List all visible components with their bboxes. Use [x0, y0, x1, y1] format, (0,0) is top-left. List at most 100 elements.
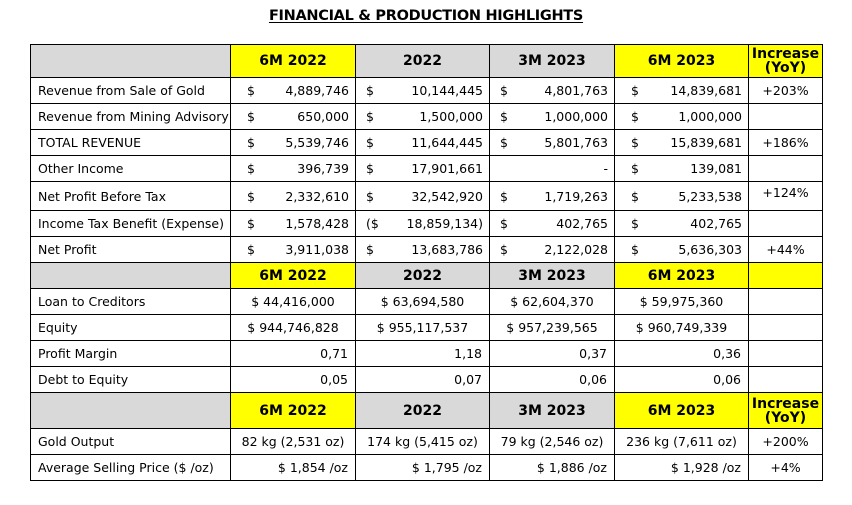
- cell-3m-2023: $ 62,604,370: [489, 288, 615, 315]
- header-6m-2022: 6M 2022: [230, 262, 356, 289]
- cell-2022: ($ 18,859,134): [355, 210, 490, 237]
- cell-6m-2023: $14,839,681: [614, 77, 749, 104]
- header-6m-2022: 6M 2022: [230, 44, 356, 78]
- cell-6m-2022: 0,71: [230, 340, 356, 367]
- row-label: Net Profit Before Tax: [30, 181, 231, 211]
- cell-6m-2023: $5,233,538: [614, 181, 749, 211]
- cell-3m-2023: $1,000,000: [489, 103, 615, 130]
- cell-6m-2023: $ 1,928 /oz: [614, 454, 749, 481]
- header-3m-2023: 3M 2023: [489, 262, 615, 289]
- cell-6m-2023: $ 59,975,360: [614, 288, 749, 315]
- cell-6m-2022: 82 kg (2,531 oz): [230, 428, 356, 455]
- header-2022: 2022: [355, 392, 490, 429]
- cell-3m-2023: 79 kg (2,546 oz): [489, 428, 615, 455]
- cell-6m-2022: $650,000: [230, 103, 356, 130]
- row-label: Revenue from Sale of Gold: [30, 77, 231, 104]
- header-6m-2023: 6M 2023: [614, 262, 749, 289]
- cell-increase: [748, 210, 823, 237]
- header-3m-2023: 3M 2023: [489, 392, 615, 429]
- balance-header-row: 6M 2022 2022 3M 2023 6M 2023: [30, 262, 823, 289]
- cell-increase: +4%: [748, 454, 823, 481]
- row-label: Gold Output: [30, 428, 231, 455]
- cell-6m-2023: $15,839,681: [614, 129, 749, 156]
- cell-2022: $17,901,661: [355, 155, 490, 182]
- cell-increase: [748, 314, 823, 341]
- header-blank: [30, 262, 231, 289]
- table-row: Equity $ 944,746,828 $ 955,117,537 $ 957…: [30, 314, 823, 341]
- cell-6m-2023: $ 960,749,339: [614, 314, 749, 341]
- cell-increase: [748, 288, 823, 315]
- cell-2022: $ 63,694,580: [355, 288, 490, 315]
- cell-increase: +186%: [748, 129, 823, 156]
- table-row: Net Profit $3,911,038 $13,683,786 $2,122…: [30, 236, 823, 263]
- row-label: TOTAL REVENUE: [30, 129, 231, 156]
- header-2022: 2022: [355, 262, 490, 289]
- cell-3m-2023: -: [489, 155, 615, 182]
- table-row: TOTAL REVENUE $5,539,746 $11,644,445 $5,…: [30, 129, 823, 156]
- table-row: Loan to Creditors $ 44,416,000 $ 63,694,…: [30, 288, 823, 315]
- cell-3m-2023: $402,765: [489, 210, 615, 237]
- row-label: Revenue from Mining Advisory: [30, 103, 231, 130]
- cell-2022: 0,07: [355, 366, 490, 393]
- cell-6m-2023: 236 kg (7,611 oz): [614, 428, 749, 455]
- row-label: Net Profit: [30, 236, 231, 263]
- cell-increase: [748, 155, 823, 182]
- financial-header-row: 6M 2022 2022 3M 2023 6M 2023 Increase (Y…: [30, 44, 823, 78]
- cell-6m-2022: $ 1,854 /oz: [230, 454, 356, 481]
- cell-increase: +44%: [748, 236, 823, 263]
- cell-6m-2022: $ 44,416,000: [230, 288, 356, 315]
- cell-2022: 174 kg (5,415 oz): [355, 428, 490, 455]
- header-3m-2023: 3M 2023: [489, 44, 615, 78]
- header-blank: [30, 44, 231, 78]
- row-label: Profit Margin: [30, 340, 231, 367]
- cell-2022: $10,144,445: [355, 77, 490, 104]
- cell-2022: $1,500,000: [355, 103, 490, 130]
- header-increase: Increase (YoY): [748, 44, 823, 78]
- table-row: Gold Output 82 kg (2,531 oz) 174 kg (5,4…: [30, 428, 823, 455]
- table-row: Average Selling Price ($ /oz) $ 1,854 /o…: [30, 454, 823, 481]
- header-increase: Increase (YoY): [748, 392, 823, 429]
- table-row: Revenue from Sale of Gold $4,889,746 $10…: [30, 77, 823, 104]
- header-6m-2023: 6M 2023: [614, 44, 749, 78]
- table-row: Net Profit Before Tax $2,332,610 $32,542…: [30, 181, 823, 211]
- cell-6m-2023: 0,36: [614, 340, 749, 367]
- page-title: FINANCIAL & PRODUCTION HIGHLIGHTS: [268, 8, 584, 24]
- cell-increase: +124%: [748, 181, 823, 211]
- cell-2022: $13,683,786: [355, 236, 490, 263]
- row-label: Loan to Creditors: [30, 288, 231, 315]
- table-row: Other Income $396,739 $17,901,661 - $139…: [30, 155, 823, 182]
- cell-3m-2023: $1,719,263: [489, 181, 615, 211]
- table-row: Income Tax Benefit (Expense) $1,578,428 …: [30, 210, 823, 237]
- cell-2022: 1,18: [355, 340, 490, 367]
- cell-6m-2023: $5,636,303: [614, 236, 749, 263]
- cell-6m-2022: $2,332,610: [230, 181, 356, 211]
- cell-6m-2022: $ 944,746,828: [230, 314, 356, 341]
- cell-6m-2022: $1,578,428: [230, 210, 356, 237]
- cell-3m-2023: $4,801,763: [489, 77, 615, 104]
- table-row: Profit Margin 0,71 1,18 0,37 0,36: [30, 340, 823, 367]
- cell-increase: [748, 103, 823, 130]
- cell-3m-2023: $ 957,239,565: [489, 314, 615, 341]
- row-label: Debt to Equity: [30, 366, 231, 393]
- header-6m-2022: 6M 2022: [230, 392, 356, 429]
- cell-increase: +203%: [748, 77, 823, 104]
- cell-increase: +200%: [748, 428, 823, 455]
- header-blank: [30, 392, 231, 429]
- cell-6m-2022: $3,911,038: [230, 236, 356, 263]
- cell-6m-2023: $139,081: [614, 155, 749, 182]
- header-2022: 2022: [355, 44, 490, 78]
- cell-increase: [748, 366, 823, 393]
- cell-3m-2023: $ 1,886 /oz: [489, 454, 615, 481]
- row-label: Average Selling Price ($ /oz): [30, 454, 231, 481]
- cell-3m-2023: 0,06: [489, 366, 615, 393]
- row-label: Income Tax Benefit (Expense): [30, 210, 231, 237]
- cell-3m-2023: 0,37: [489, 340, 615, 367]
- cell-2022: $ 1,795 /oz: [355, 454, 490, 481]
- cell-2022: $11,644,445: [355, 129, 490, 156]
- header-6m-2023: 6M 2023: [614, 392, 749, 429]
- cell-6m-2023: 0,06: [614, 366, 749, 393]
- header-increase-blank: [748, 262, 823, 289]
- cell-6m-2022: $4,889,746: [230, 77, 356, 104]
- cell-6m-2023: $402,765: [614, 210, 749, 237]
- highlights-table: 6M 2022 2022 3M 2023 6M 2023 Increase (Y…: [30, 44, 823, 481]
